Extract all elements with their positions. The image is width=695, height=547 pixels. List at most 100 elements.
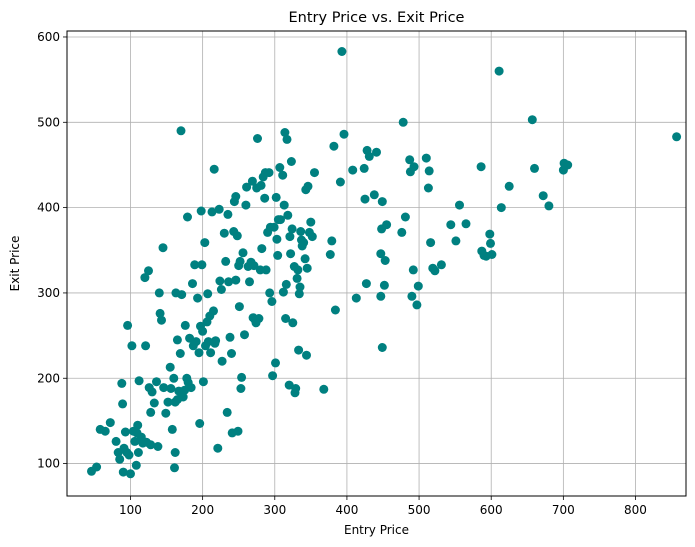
scatter-point <box>672 132 682 142</box>
scatter-point <box>224 277 234 287</box>
scatter-point <box>237 372 247 382</box>
scatter-point <box>214 204 224 214</box>
scatter-point <box>175 349 185 358</box>
scatter-point <box>178 392 188 402</box>
scatter-point <box>219 228 229 238</box>
scatter-point <box>278 287 288 297</box>
scatter-point <box>215 276 225 286</box>
scatter-point <box>451 236 461 246</box>
scatter-point <box>126 469 135 479</box>
x-tick-label: 300 <box>263 503 286 517</box>
scatter-point <box>111 436 121 446</box>
scatter-point <box>306 217 316 227</box>
scatter-point <box>327 236 337 246</box>
scatter-point <box>300 254 310 264</box>
scatter-point <box>115 454 125 464</box>
scatter-point <box>530 163 539 173</box>
scatter-point <box>240 330 249 340</box>
scatter-point <box>196 206 206 216</box>
scatter-point <box>144 266 153 276</box>
scatter-point <box>485 229 495 239</box>
scatter-point <box>147 387 157 397</box>
scatter-point <box>186 383 196 393</box>
scatter-point <box>159 383 169 393</box>
x-tick-label: 800 <box>624 503 647 517</box>
scatter-point <box>337 47 347 56</box>
scatter-point <box>380 256 390 265</box>
scatter-point <box>268 371 278 381</box>
scatter-point <box>166 384 176 393</box>
scatter-point <box>127 341 137 351</box>
scatter-point <box>194 348 204 358</box>
scatter-point <box>285 232 295 242</box>
scatter-point <box>133 448 143 457</box>
scatter-point <box>261 265 271 275</box>
scatter-point <box>379 280 389 290</box>
scatter-point <box>412 300 422 310</box>
chart-title: Entry Price vs. Exit Price <box>289 10 465 26</box>
y-tick-label: 100 <box>37 457 60 471</box>
scatter-point <box>124 450 134 460</box>
scatter-point <box>461 219 471 229</box>
scatter-point <box>409 162 419 172</box>
scatter-point <box>339 129 349 139</box>
scatter-point <box>254 314 264 323</box>
scatter-point <box>120 427 130 437</box>
scatter-point <box>294 345 304 355</box>
scatter-point <box>140 273 150 283</box>
y-tick-label: 200 <box>37 371 60 385</box>
scatter-point <box>177 290 187 300</box>
scatter-point <box>397 227 407 237</box>
scatter-point <box>211 336 221 346</box>
scatter-point <box>221 256 231 266</box>
scatter-point <box>267 297 277 306</box>
x-tick-label: 100 <box>119 503 142 517</box>
scatter-point <box>253 134 262 143</box>
scatter-point <box>146 440 156 450</box>
scatter-point <box>376 249 386 259</box>
scatter-point <box>200 238 210 248</box>
scatter-point <box>364 151 374 161</box>
scatter-point <box>294 289 304 299</box>
x-tick-label: 200 <box>191 503 214 517</box>
scatter-point <box>299 238 309 248</box>
scatter-point <box>280 128 290 137</box>
scatter-point <box>197 260 207 270</box>
scatter-point <box>292 273 302 283</box>
scatter-point <box>163 397 173 407</box>
scatter-point <box>195 419 205 428</box>
scatter-point <box>134 376 144 386</box>
scatter-point <box>398 117 408 127</box>
scatter-point <box>206 348 216 358</box>
scatter-point <box>133 420 143 430</box>
scatter-point <box>376 291 386 301</box>
scatter-point <box>222 407 232 417</box>
scatter-point <box>269 222 279 232</box>
scatter-point <box>92 462 102 472</box>
scatter-point <box>288 318 298 328</box>
data-points <box>87 47 682 479</box>
x-tick-label: 500 <box>408 503 431 517</box>
scatter-point <box>377 197 387 207</box>
scatter-point <box>157 315 166 325</box>
scatter-point <box>286 157 296 166</box>
scatter-point <box>538 191 548 201</box>
scatter-point <box>302 350 311 360</box>
scatter-point <box>118 467 128 477</box>
scatter-point <box>281 314 291 323</box>
scatter-point <box>209 164 219 174</box>
x-axis-label: Entry Price <box>344 523 409 537</box>
scatter-point <box>413 281 423 291</box>
scatter-point <box>563 160 573 170</box>
scatter-point <box>169 373 179 383</box>
scatter-point <box>236 384 246 393</box>
scatter-point <box>155 308 165 318</box>
scatter-point <box>172 335 182 345</box>
scatter-point <box>203 289 213 299</box>
scatter-point <box>264 168 274 178</box>
scatter-point <box>191 337 201 347</box>
scatter-point <box>273 250 283 260</box>
scatter-point <box>117 378 127 388</box>
scatter-point <box>544 201 554 211</box>
